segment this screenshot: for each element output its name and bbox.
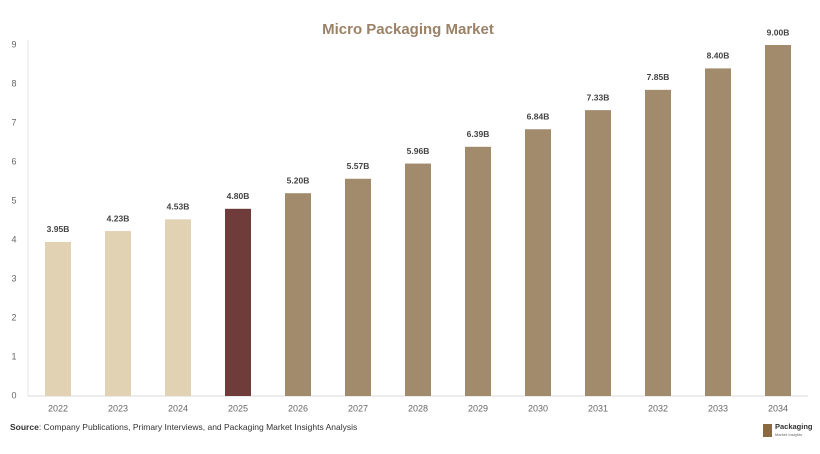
value-label: 5.20B: [287, 175, 310, 185]
value-label: 4.53B: [167, 202, 190, 212]
x-tick-label: 2031: [588, 403, 608, 413]
source-text: : Company Publications, Primary Intervie…: [39, 422, 357, 432]
bar: [525, 129, 551, 397]
y-tick-label: 5: [11, 195, 16, 205]
x-tick-label: 2024: [168, 403, 188, 413]
value-label: 6.84B: [527, 111, 550, 121]
y-tick-label: 1: [11, 351, 16, 361]
x-tick-label: 2026: [288, 403, 308, 413]
x-tick-label: 2030: [528, 403, 548, 413]
chart-title: Micro Packaging Market: [322, 21, 494, 38]
y-tick-label: 7: [11, 117, 16, 127]
bar: [585, 110, 611, 396]
bar: [705, 68, 731, 397]
x-tick-label: 2025: [228, 403, 248, 413]
source-label: Source: [10, 422, 39, 432]
bar: [45, 241, 71, 396]
logo-name: Packaging: [775, 422, 813, 431]
value-label: 7.85B: [647, 72, 670, 82]
bar: [285, 193, 311, 396]
bar: [225, 208, 251, 396]
x-tick-label: 2029: [468, 403, 488, 413]
x-tick-label: 2032: [648, 403, 668, 413]
x-tick-label: 2028: [408, 403, 428, 413]
value-label: 3.95B: [47, 224, 70, 234]
x-tick-label: 2034: [768, 403, 788, 413]
logo-icon: [763, 424, 772, 437]
value-label: 5.96B: [407, 146, 430, 156]
value-label: 4.80B: [227, 191, 250, 201]
bar: [165, 219, 191, 396]
x-tick-label: 2022: [48, 403, 68, 413]
value-label: 8.40B: [707, 51, 730, 61]
value-label: 9.00B: [767, 27, 790, 37]
y-tick-label: 9: [11, 39, 16, 49]
y-tick-label: 0: [11, 390, 16, 400]
y-tick-label: 2: [11, 312, 16, 322]
y-tick-label: 6: [11, 156, 16, 166]
value-label: 4.23B: [107, 213, 130, 223]
bar: [405, 163, 431, 396]
x-tick-label: 2033: [708, 403, 728, 413]
logo: Packaging Market Insights: [763, 422, 813, 437]
bar: [345, 178, 371, 396]
y-tick-label: 8: [11, 78, 16, 88]
y-tick-label: 3: [11, 273, 16, 283]
value-label: 7.33B: [587, 92, 610, 102]
bar: [465, 146, 491, 396]
x-tick-label: 2027: [348, 403, 368, 413]
bar: [765, 45, 791, 396]
value-label: 5.57B: [347, 161, 370, 171]
source: Source: Company Publications, Primary In…: [10, 422, 357, 432]
x-tick-label: 2023: [108, 403, 128, 413]
value-label: 6.39B: [467, 129, 490, 139]
logo-tagline: Market Insights: [775, 432, 802, 437]
bar: [645, 89, 671, 396]
y-tick-label: 4: [11, 234, 16, 244]
bar: [105, 231, 131, 396]
